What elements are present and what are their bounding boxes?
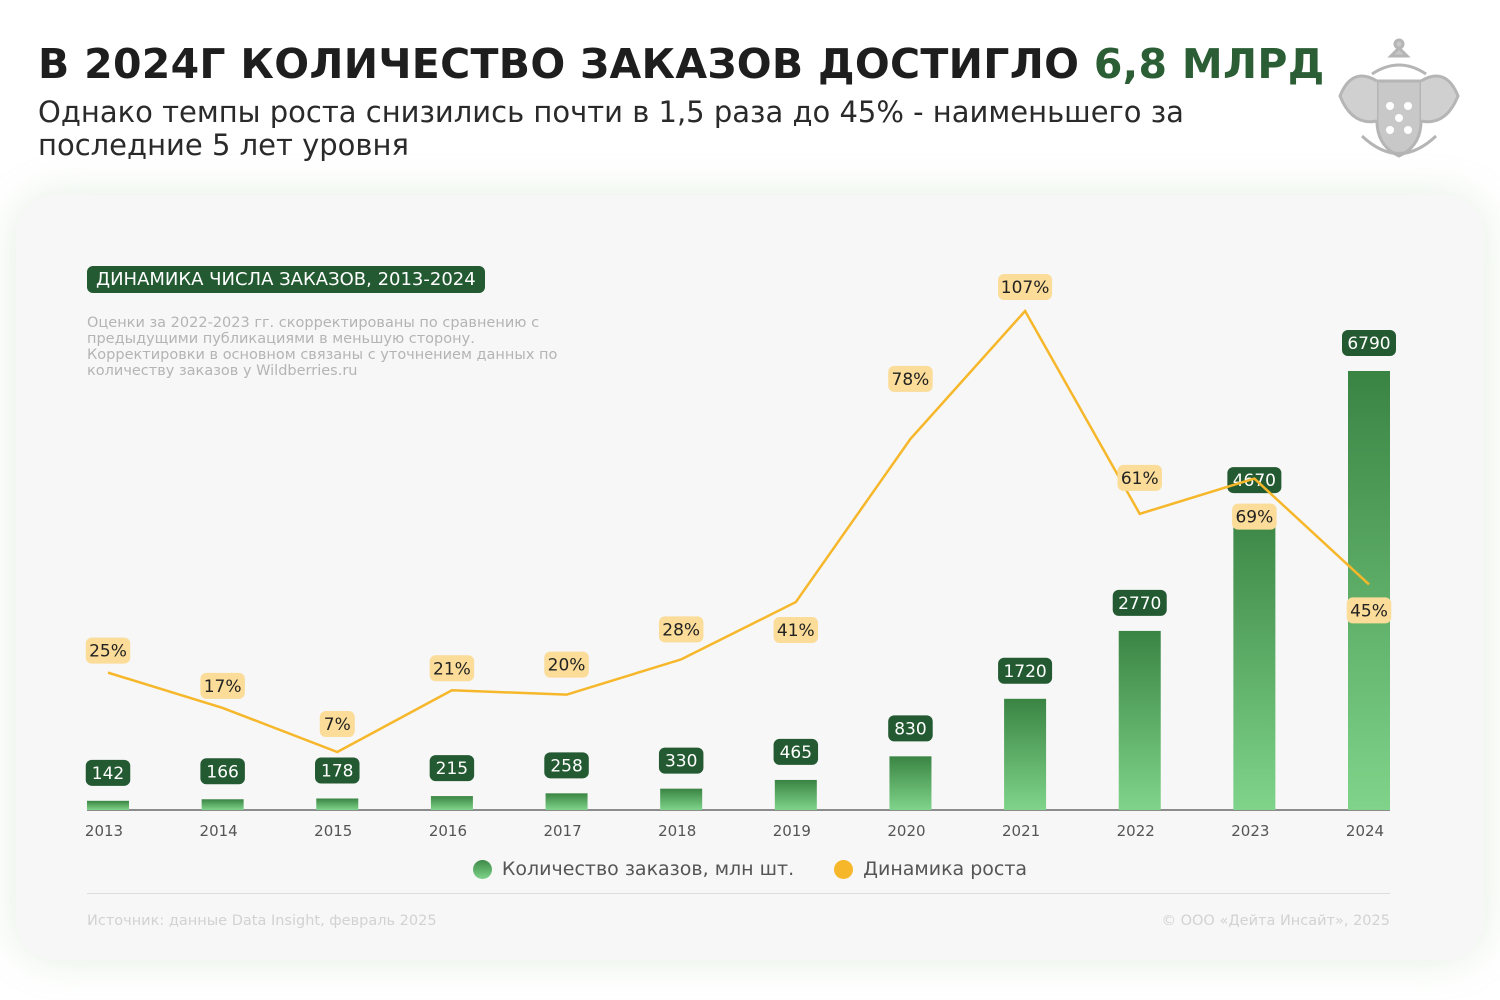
bar-label-2014-bg <box>200 758 245 785</box>
x-tick-2016: 2016 <box>429 822 467 840</box>
x-tick-2018: 2018 <box>658 822 696 840</box>
bar-label-2015: 178 <box>321 761 353 781</box>
bar-2018 <box>660 788 703 810</box>
bar-label-2021-bg <box>998 657 1053 684</box>
x-tick-2023: 2023 <box>1231 822 1269 840</box>
growth-label-2014-bg <box>200 672 245 699</box>
growth-label-2020-bg <box>888 365 933 392</box>
growth-label-2021-bg <box>998 274 1053 300</box>
bar-2015 <box>316 798 359 810</box>
bar-label-2017: 258 <box>550 756 582 776</box>
bar-label-2016: 215 <box>436 759 468 779</box>
bar-2023 <box>1233 508 1276 810</box>
bar-2022 <box>1118 630 1161 810</box>
growth-label-2018: 28% <box>662 620 700 640</box>
bar-label-2024: 6790 <box>1347 334 1390 354</box>
growth-label-2018-bg <box>658 616 704 643</box>
growth-label-2022-bg <box>1117 464 1162 491</box>
x-tick-2017: 2017 <box>543 822 581 840</box>
bar-label-2020: 830 <box>894 719 926 739</box>
bar-2014 <box>201 799 244 810</box>
growth-label-2015: 7% <box>324 715 351 735</box>
bar-label-2017-bg <box>544 752 589 779</box>
bar-label-2014: 166 <box>206 762 238 782</box>
x-tick-2014: 2014 <box>200 822 238 840</box>
copyright-text: © ООО «Дейта Инсайт», 2025 <box>1161 913 1391 929</box>
bar-label-2018-bg <box>658 747 704 774</box>
x-tick-2013: 2013 <box>85 822 123 840</box>
x-tick-2024: 2024 <box>1346 822 1384 840</box>
bar-label-2015-bg <box>315 757 360 784</box>
growth-label-2022: 61% <box>1121 469 1159 489</box>
bar-2016 <box>430 796 473 810</box>
bar-label-2013: 142 <box>92 764 124 784</box>
bar-label-2019: 465 <box>780 743 812 763</box>
growth-label-2021: 107% <box>1001 278 1050 298</box>
bar-label-2022-bg <box>1112 589 1167 616</box>
bar-label-2016-bg <box>429 755 475 782</box>
growth-label-2024-bg <box>1346 597 1392 624</box>
legend: Количество заказов, млн шт. Динамика рос… <box>0 858 1500 880</box>
bar-2019 <box>774 779 817 810</box>
legend-item-orders: Количество заказов, млн шт. <box>472 858 795 880</box>
title-accent: 6,8 МЛРД <box>1093 40 1325 88</box>
crest-logo-icon <box>1338 38 1460 158</box>
growth-label-2023-bg <box>1232 503 1277 530</box>
bar-label-2018: 330 <box>665 752 697 772</box>
growth-line <box>107 308 1370 754</box>
bar-2013 <box>87 800 129 810</box>
bar-2017 <box>545 793 588 810</box>
legend-label: Динамика роста <box>863 858 1028 880</box>
bar-2021 <box>1004 698 1047 810</box>
page-subtitle: Однако темпы роста снизились почти в 1,5… <box>38 95 1184 162</box>
x-tick-2019: 2019 <box>773 822 811 840</box>
legend-swatch-green <box>472 859 492 879</box>
growth-label-2013: 25% <box>89 642 127 662</box>
legend-swatch-orange <box>834 859 854 879</box>
growth-label-2019-bg <box>773 617 819 644</box>
growth-label-2015-bg <box>319 711 355 737</box>
page-title: В 2024Г КОЛИЧЕСТВО ЗАКАЗОВ ДОСТИГЛО 6,8 … <box>38 40 1325 88</box>
x-tick-2015: 2015 <box>314 822 352 840</box>
bar-label-2020-bg <box>888 715 933 742</box>
legend-item-growth: Динамика роста <box>834 858 1027 880</box>
bar-2020 <box>889 756 932 810</box>
growth-label-2013-bg <box>85 637 131 664</box>
growth-label-2014: 17% <box>204 677 242 697</box>
chart-note: Оценки за 2022-2023 гг. скорректированы … <box>87 315 558 379</box>
growth-label-2016: 21% <box>433 659 471 679</box>
bar-label-2019-bg <box>773 738 819 765</box>
chart-title: ДИНАМИКА ЧИСЛА ЗАКАЗОВ, 2013-2024 <box>87 266 485 293</box>
growth-label-2023: 69% <box>1235 508 1273 528</box>
x-tick-2022: 2022 <box>1117 822 1155 840</box>
bar-2024 <box>1348 371 1390 810</box>
legend-label: Количество заказов, млн шт. <box>501 858 795 880</box>
growth-label-2024: 45% <box>1350 601 1388 621</box>
x-tick-2020: 2020 <box>887 822 925 840</box>
growth-label-2017-bg <box>544 651 589 678</box>
growth-label-2016-bg <box>429 655 475 682</box>
bar-label-2023: 4670 <box>1233 471 1276 491</box>
bar-label-2022: 2770 <box>1118 594 1161 614</box>
growth-label-2017: 20% <box>548 656 586 676</box>
source-text: Источник: данные Data Insight, февраль 2… <box>87 913 437 929</box>
bar-label-2013-bg <box>85 759 131 786</box>
growth-label-2019: 41% <box>777 621 815 641</box>
bar-label-2024-bg <box>1342 330 1396 356</box>
bar-label-2021: 1720 <box>1003 662 1046 682</box>
x-tick-2021: 2021 <box>1002 822 1040 840</box>
footer-divider <box>87 893 1390 894</box>
title-main: В 2024Г КОЛИЧЕСТВО ЗАКАЗОВ ДОСТИГЛО <box>38 40 1094 88</box>
growth-label-2020: 78% <box>892 370 930 390</box>
